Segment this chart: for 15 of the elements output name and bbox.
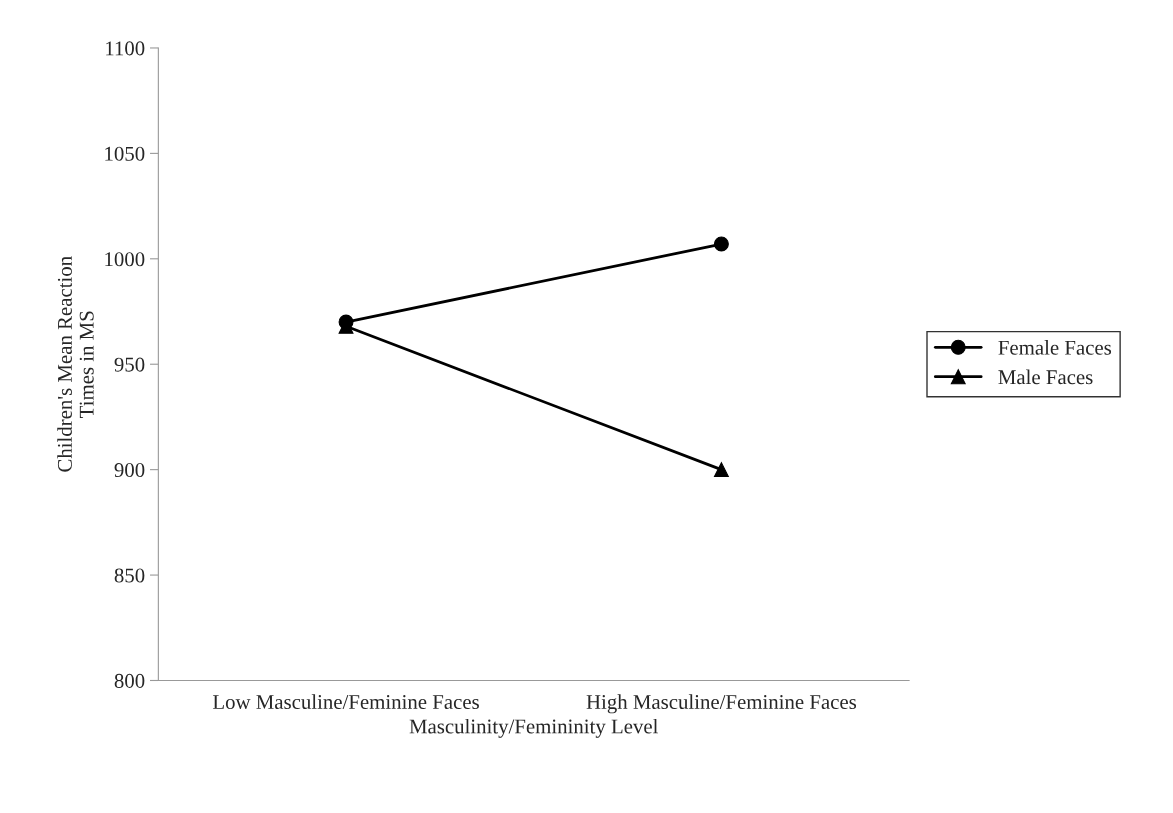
x-tick-label: Low Masculine/Feminine Faces (212, 694, 479, 710)
y-axis-title: Children's Mean Reaction Times in MS (57, 256, 94, 472)
y-tick-label: 1100 (106, 41, 145, 56)
y-tick-label: 1050 (105, 146, 145, 161)
legend-label: Female Faces (998, 340, 1112, 355)
point (713, 462, 729, 478)
y-tick-label: 800 (114, 673, 145, 688)
y-tick-label: 950 (114, 357, 145, 372)
y-tick-label: 850 (114, 568, 145, 583)
y-tick-label: 1000 (105, 252, 145, 267)
point (713, 236, 729, 252)
legend-label: Male Faces (998, 369, 1093, 385)
y-tick-label: 900 (114, 463, 145, 478)
x-axis-title: Masculinity/Femininity Level (409, 718, 658, 738)
x-tick-label: High Masculine/Feminine Faces (586, 694, 857, 714)
